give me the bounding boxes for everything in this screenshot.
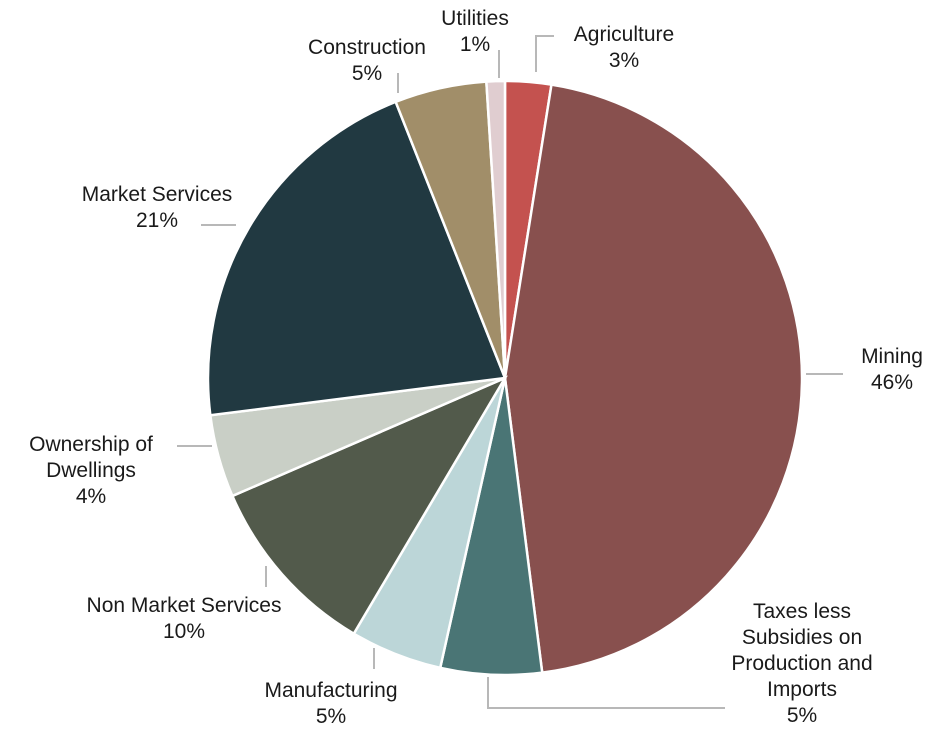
slice-percent-taxes-less-subsidies-on-production-and-imports: 5% [787, 704, 817, 727]
slice-name-taxes-less-subsidies-on-production-and-imports: Imports [767, 678, 837, 701]
slice-percent-manufacturing: 5% [316, 705, 346, 728]
slice-percent-mining: 46% [871, 371, 913, 394]
slice-name-construction: Construction [308, 36, 426, 59]
slice-name-agriculture: Agriculture [574, 23, 674, 46]
slice-name-mining: Mining [861, 345, 923, 368]
slice-label-non-market-services: Non Market Services 10% [87, 594, 282, 643]
slice-name-taxes-less-subsidies-on-production-and-imports: Taxes less [753, 600, 851, 623]
slice-name-market-services: Market Services [82, 183, 233, 206]
labels-group: Agriculture 3% Mining 46% Taxes less Subsidie… [29, 7, 923, 728]
slice-name-ownership-of-dwellings: Ownership of [29, 433, 153, 456]
slice-label-construction: Construction 5% [308, 36, 426, 85]
pie-slice-mining [503, 83, 804, 675]
slice-name-non-market-services: Non Market Services [87, 594, 282, 617]
pie-slice-utilities [485, 79, 507, 379]
slice-label-taxes-less-subsidies-on-production-and-imports: Taxes less Subsidies on Production and Impo… [731, 600, 872, 727]
slice-percent-non-market-services: 10% [163, 620, 205, 643]
slice-percent-ownership-of-dwellings: 4% [76, 485, 106, 508]
pie-slice-market-services [206, 100, 507, 417]
leader-lines-group [177, 35, 843, 709]
slices-group [206, 79, 804, 677]
slice-label-utilities: Utilities 1% [441, 7, 509, 56]
slice-label-agriculture: Agriculture 3% [574, 23, 674, 72]
slice-name-manufacturing: Manufacturing [264, 679, 397, 702]
slice-percent-agriculture: 3% [609, 49, 639, 72]
leader-line-taxes-less-subsidies-on-production-and-imports [487, 677, 725, 709]
slice-name-ownership-of-dwellings: Dwellings [46, 459, 136, 482]
slice-label-market-services: Market Services 21% [82, 183, 233, 232]
pie-slice-non-market-services [230, 375, 509, 636]
slice-label-mining: Mining 46% [861, 345, 923, 394]
slice-name-utilities: Utilities [441, 7, 509, 30]
slice-percent-market-services: 21% [136, 209, 178, 232]
slice-percent-construction: 5% [352, 62, 382, 85]
slice-name-taxes-less-subsidies-on-production-and-imports: Subsidies on [742, 626, 862, 649]
slice-name-taxes-less-subsidies-on-production-and-imports: Production and [731, 652, 872, 675]
slice-label-ownership-of-dwellings: Ownership of Dwellings 4% [29, 433, 153, 508]
slice-label-manufacturing: Manufacturing 5% [264, 679, 397, 728]
slice-percent-utilities: 1% [460, 33, 490, 56]
leader-line-agriculture [535, 35, 554, 72]
